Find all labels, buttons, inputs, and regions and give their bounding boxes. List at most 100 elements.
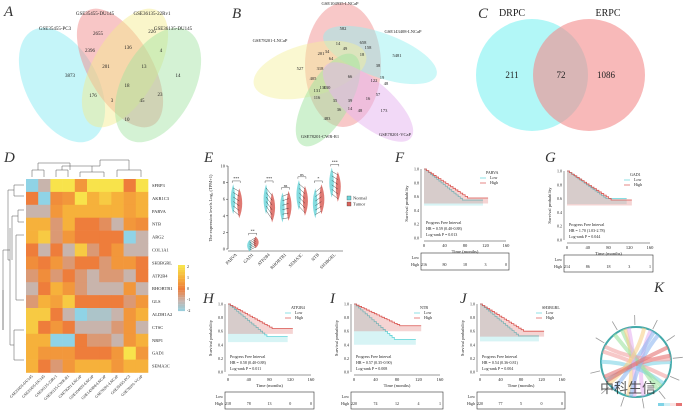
chord-link — [628, 333, 660, 397]
venn-b-count: 14 — [348, 106, 353, 111]
heatmap-cell — [111, 217, 124, 231]
heatmap-cell — [99, 346, 112, 360]
e-violin-tumor — [270, 192, 276, 223]
venn-b-count: 658 — [360, 40, 368, 45]
km-y-tick-label: 0.2 — [470, 356, 475, 361]
km-hazard-ratio: HR = 0.57 (0.35-0.90) — [356, 360, 392, 365]
km-curve-low-ci-band — [354, 304, 416, 345]
e-paired-line — [249, 246, 256, 251]
km-legend-title: PARVA — [486, 170, 498, 175]
e-paired-line — [233, 187, 240, 192]
e-y-tick-label: 6 — [223, 197, 226, 202]
venn-a-count: 10 — [125, 118, 131, 123]
heatmap-cell — [26, 179, 39, 193]
km-x-tick-label: 0 — [353, 377, 356, 382]
heatmap-cell — [135, 230, 149, 244]
km-logrank-p: Log-rank P = 0.011 — [230, 366, 261, 371]
e-significance-bracket — [281, 187, 290, 190]
km-x-axis-label: Time (months) — [508, 383, 535, 388]
venn-b-count: 16 — [366, 96, 371, 101]
panel-label-k: K — [653, 280, 665, 296]
km-y-tick-label: 0.2 — [218, 356, 223, 361]
km-x-tick-label: 40 — [442, 243, 447, 248]
km-plot-h: H 0.0 0.2 0.4 0.6 0.8 1.0 0 40 80 120 160 Time (mont… — [202, 291, 315, 410]
heatmap-cell — [50, 320, 63, 335]
venn-a-count: 226 — [148, 30, 156, 35]
km-x-tick-label: 0 — [227, 377, 230, 382]
e-paired-line — [249, 241, 256, 245]
color-scale-segment — [178, 290, 185, 293]
km-legend-low: Low — [424, 310, 431, 315]
heatmap-cell — [50, 256, 63, 270]
heatmap-cell — [50, 308, 63, 322]
heatmap-cell — [135, 256, 149, 270]
km-x-tick-label: 120 — [415, 377, 423, 382]
e-violin-tumor — [253, 236, 259, 249]
e-paired-line — [331, 193, 338, 199]
km-x-axis-label: Time (months) — [384, 383, 411, 388]
venn-a-count: 176 — [89, 94, 97, 99]
heatmap-cell — [111, 295, 124, 309]
km-x-tick-label: 160 — [437, 377, 445, 382]
km-curve-low-ci-band — [424, 169, 483, 206]
heatmap-cell — [87, 295, 100, 309]
color-scale-segment — [178, 292, 185, 295]
heatmap-cell — [135, 269, 149, 283]
km-legend-low: Low — [546, 310, 553, 315]
km-logrank-p: Log-rank P = 0.004 — [482, 366, 513, 371]
heatmap-cell — [62, 333, 76, 347]
venn-b-set-label: GSE104935-LNCaP — [322, 1, 359, 6]
heatmap-cell — [26, 295, 39, 309]
e-legend-tumor: Tumor — [353, 202, 366, 207]
row-dendrogram — [2, 184, 24, 361]
heatmap-cell — [123, 191, 137, 206]
venn-b-set-5 — [322, 62, 414, 142]
km-risk-high-count: 80 — [443, 262, 447, 267]
heatmap-cell — [38, 191, 51, 206]
e-legend-normal: Normal — [353, 196, 367, 201]
km-logrank-p: Log-rank P = 0.044 — [569, 234, 600, 239]
venn-b-set-2 — [323, 25, 437, 85]
km-curve-low — [354, 303, 416, 340]
e-x-tick-label: RHOBTB1 — [269, 252, 287, 270]
color-scale-segment — [178, 288, 185, 291]
km-risk-row-low-label: Low — [216, 394, 223, 399]
venn-a-set-2 — [76, 8, 164, 128]
km-curve-low-ci-band — [480, 304, 539, 342]
venn-b-count: 57 — [376, 92, 381, 97]
km-risk-high-count: 4 — [418, 401, 420, 406]
venn-b-count: 158 — [365, 45, 373, 50]
heatmap-row-label: ARG2 — [152, 235, 164, 240]
km-risk-high-count: 12 — [395, 401, 399, 406]
chord-color-scale-segment — [664, 403, 670, 406]
heatmap-cell — [123, 320, 137, 335]
km-risk-row-low-label: Low — [342, 394, 349, 399]
heatmap-cell — [87, 346, 100, 360]
e-y-tick-label: 10 — [221, 164, 226, 169]
venn-a-count: 2396 — [85, 49, 96, 54]
heatmap-cell — [50, 295, 63, 309]
color-scale-segment — [178, 301, 185, 305]
e-y-tick-label: 8 — [223, 180, 226, 185]
km-curve-low — [228, 303, 288, 338]
venn-a-count: 3 — [111, 99, 114, 104]
km-curve-high — [354, 303, 422, 327]
km-y-tick-label: 0.2 — [414, 222, 419, 227]
heatmap-cell — [87, 256, 100, 270]
heatmap-row-label: ALDH1A2 — [152, 312, 172, 317]
km-legend-high: High — [490, 180, 498, 185]
heatmap-row-label: GAD1 — [152, 351, 164, 356]
heatmap-cell — [38, 204, 51, 218]
heatmap-cell — [99, 359, 112, 373]
venn-b-count: 130 — [324, 85, 332, 90]
panel-label-j: J — [460, 291, 468, 307]
e-paired-line — [249, 244, 256, 249]
heatmap-cell — [135, 243, 149, 257]
heatmap-cell — [38, 320, 51, 335]
km-y-tick-label: 0.0 — [470, 370, 475, 375]
heatmap-row-label: NRP1 — [152, 338, 163, 343]
heatmap-cell — [26, 320, 39, 335]
e-paired-line — [331, 189, 338, 195]
km-x-axis-label: Time (months) — [452, 249, 479, 254]
